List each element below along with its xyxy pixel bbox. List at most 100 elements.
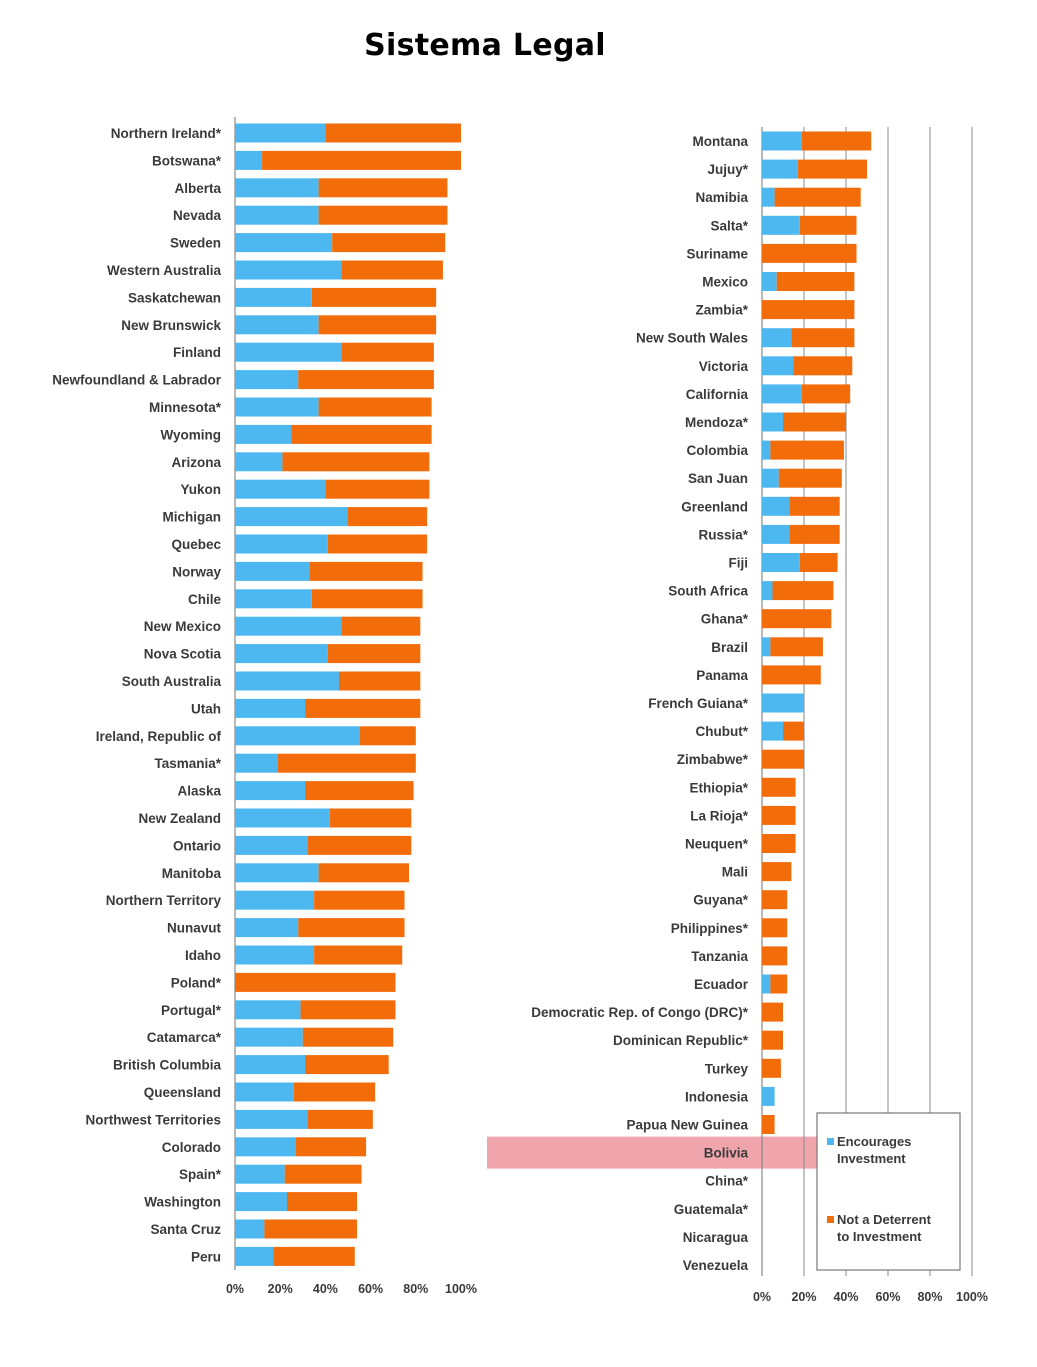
x-tick-label: 80% xyxy=(917,1290,942,1304)
category-label: Northern Ireland* xyxy=(111,126,222,141)
category-label: Papua New Guinea xyxy=(626,1118,748,1133)
category-label: Nevada xyxy=(173,208,222,223)
category-label: Mali xyxy=(722,865,748,880)
bar-not-deterrent-greenland xyxy=(789,496,840,516)
bar-not-deterrent-idaho xyxy=(314,945,403,965)
category-label: Ghana* xyxy=(701,612,749,627)
category-label: Spain* xyxy=(179,1167,222,1182)
bar-not-deterrent-santa-cruz xyxy=(264,1219,358,1239)
bar-not-deterrent-guyana xyxy=(762,890,788,910)
category-label: Neuquen* xyxy=(685,837,749,852)
bar-not-deterrent-colorado xyxy=(296,1137,367,1157)
bar-not-deterrent-victoria xyxy=(793,356,853,376)
bar-not-deterrent-yukon xyxy=(325,479,430,499)
chart-panel-2: Montana Jujuy* Namibia Salta* Suriname Mexico… xyxy=(487,127,988,1304)
category-label: Quebec xyxy=(171,537,221,552)
category-label: Poland* xyxy=(171,975,222,990)
bar-not-deterrent-la-rioja xyxy=(762,805,796,825)
bar-not-deterrent-nova-scotia xyxy=(327,644,421,664)
bar-not-deterrent-tanzania xyxy=(762,946,788,966)
bar-not-deterrent-poland xyxy=(235,972,396,992)
bar-encourages-idaho xyxy=(235,945,315,965)
bar-not-deterrent-fiji xyxy=(799,553,838,572)
bar-encourages-salta xyxy=(762,215,800,235)
bar-encourages-northern-territory xyxy=(235,890,315,910)
bar-encourages-nunavut xyxy=(235,918,299,938)
x-tick-label: 0% xyxy=(753,1290,771,1304)
bar-not-deterrent-colombia xyxy=(770,440,844,460)
bar-not-deterrent-finland xyxy=(341,342,434,362)
category-label: Idaho xyxy=(185,948,221,963)
bar-encourages-washington xyxy=(235,1192,287,1212)
bar-not-deterrent-new-south-wales xyxy=(791,328,855,348)
bar-not-deterrent-mali xyxy=(762,862,792,882)
bar-not-deterrent-portugal xyxy=(300,1000,396,1020)
category-label: Catamarca* xyxy=(147,1030,222,1045)
bar-encourages-mendoza xyxy=(762,412,783,432)
bar-not-deterrent-mendoza xyxy=(783,412,846,432)
bar-encourages-portugal xyxy=(235,1000,301,1020)
category-label: Suriname xyxy=(686,246,748,261)
category-label: Nova Scotia xyxy=(144,647,222,662)
bar-not-deterrent-northwest-territories xyxy=(307,1109,373,1129)
category-label: Saskatchewan xyxy=(128,290,221,305)
bar-encourages-wyoming xyxy=(235,424,292,444)
bar-not-deterrent-arizona xyxy=(282,452,430,472)
bar-encourages-tasmania xyxy=(235,753,278,773)
category-label: Indonesia xyxy=(685,1089,749,1104)
category-label: Jujuy* xyxy=(707,162,748,177)
category-label: Wyoming xyxy=(161,427,222,442)
bar-not-deterrent-western-australia xyxy=(341,260,443,280)
bar-not-deterrent-alaska xyxy=(305,781,414,801)
bar-not-deterrent-norway xyxy=(309,561,423,581)
legend-label-not-deterrent: Not a Deterrent to Investment xyxy=(837,1212,932,1244)
bar-not-deterrent-south-africa xyxy=(772,581,834,601)
bar-encourages-minnesota xyxy=(235,397,319,417)
bar-not-deterrent-utah xyxy=(305,698,421,718)
bar-not-deterrent-panama xyxy=(762,665,821,685)
bar-not-deterrent-quebec xyxy=(327,534,428,554)
category-label: Bolivia xyxy=(704,1146,749,1161)
category-label: Alberta xyxy=(174,181,221,196)
bar-not-deterrent-manitoba xyxy=(318,863,410,883)
x-tick-label: 100% xyxy=(445,1282,477,1296)
bar-encourages-sweden xyxy=(235,233,333,253)
bar-encourages-manitoba xyxy=(235,863,319,883)
bar-encourages-victoria xyxy=(762,356,794,376)
legend-box xyxy=(816,1112,961,1271)
bar-not-deterrent-sweden xyxy=(332,233,446,253)
category-label: Nunavut xyxy=(167,921,222,936)
bar-not-deterrent-ontario xyxy=(307,835,412,855)
bar-not-deterrent-ireland-republic-of xyxy=(359,726,416,746)
category-label: Zambia* xyxy=(695,303,748,318)
bar-not-deterrent-philippines xyxy=(762,918,788,938)
bar-not-deterrent-nunavut xyxy=(298,918,405,938)
category-label: South Australia xyxy=(122,674,222,689)
bar-encourages-finland xyxy=(235,342,342,362)
bar-not-deterrent-catamarca xyxy=(302,1027,394,1047)
category-label: Nicaragua xyxy=(683,1230,749,1245)
bar-not-deterrent-papua-new-guinea xyxy=(762,1115,775,1134)
legend-swatch-encourages xyxy=(827,1138,834,1145)
bar-not-deterrent-south-australia xyxy=(338,671,421,691)
bar-encourages-quebec xyxy=(235,534,328,554)
category-label: Brazil xyxy=(711,640,748,655)
bar-encourages-yukon xyxy=(235,479,326,499)
category-label: French Guiana* xyxy=(648,696,749,711)
chart-panel-1: Northern Ireland* Botswana* Alberta Nevada S… xyxy=(52,117,477,1296)
chart-title: Sistema Legal xyxy=(364,28,606,63)
bar-encourages-san-juan xyxy=(762,468,779,488)
bar-encourages-greenland xyxy=(762,496,790,516)
category-label: Manitoba xyxy=(162,866,222,881)
category-label: Salta* xyxy=(710,218,748,233)
category-label: Yukon xyxy=(180,482,221,497)
x-tick-label: 40% xyxy=(313,1282,338,1296)
category-label: Northern Territory xyxy=(106,893,222,908)
category-label: California xyxy=(686,387,749,402)
bar-not-deterrent-michigan xyxy=(348,507,428,527)
category-label: Minnesota* xyxy=(149,400,222,415)
bar-not-deterrent-ethiopia xyxy=(762,777,796,797)
bar-encourages-chubut xyxy=(762,721,783,741)
category-label: Colombia xyxy=(686,443,748,458)
bar-not-deterrent-new-brunswick xyxy=(318,315,437,335)
